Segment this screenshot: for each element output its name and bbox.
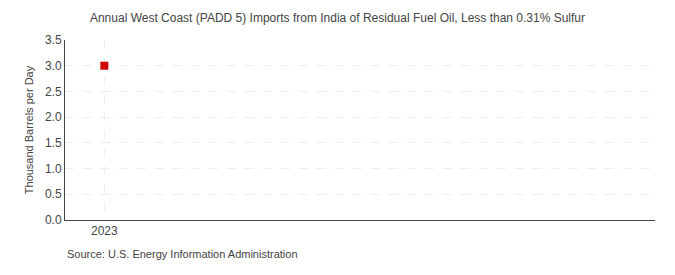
svg-text:1.0: 1.0 — [45, 162, 62, 176]
svg-text:3.5: 3.5 — [45, 33, 62, 47]
svg-text:0.5: 0.5 — [45, 187, 62, 201]
svg-text:2.5: 2.5 — [45, 85, 62, 99]
svg-text:Source: U.S. Energy Informatio: Source: U.S. Energy Information Administ… — [67, 248, 298, 260]
svg-text:Thousand Barrels per Day: Thousand Barrels per Day — [23, 65, 35, 194]
svg-text:Annual West Coast (PADD 5) Imp: Annual West Coast (PADD 5) Imports from … — [90, 11, 585, 25]
svg-text:2.0: 2.0 — [45, 110, 62, 124]
svg-text:3.0: 3.0 — [45, 59, 62, 73]
svg-text:2023: 2023 — [91, 224, 118, 238]
svg-text:0.0: 0.0 — [45, 213, 62, 227]
svg-text:1.5: 1.5 — [45, 136, 62, 150]
